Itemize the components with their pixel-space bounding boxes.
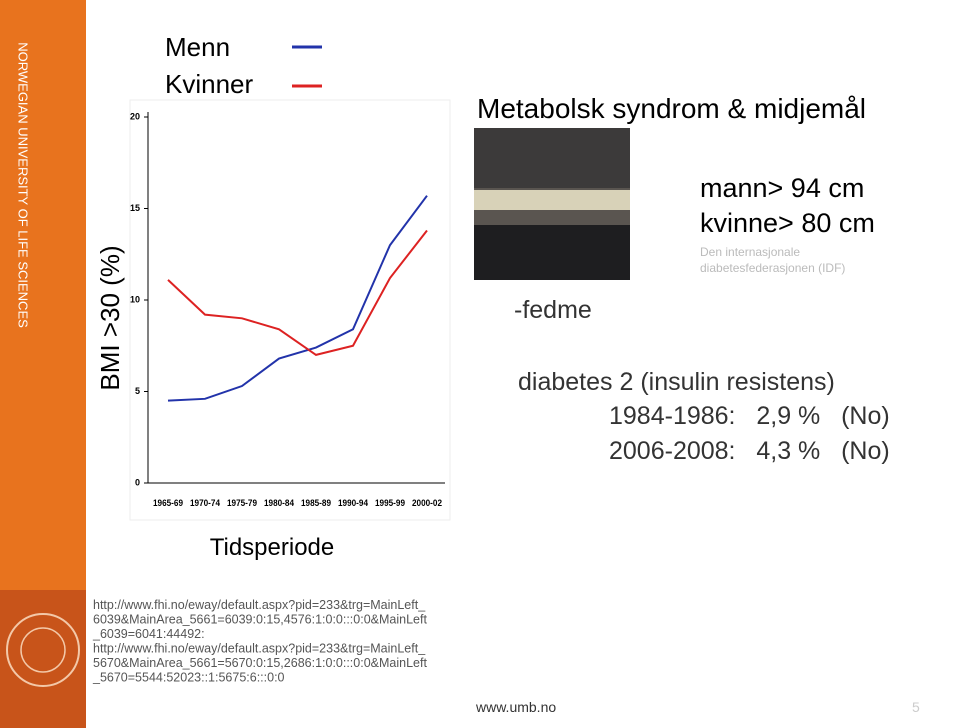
diabetes-row: 1984-1986: 2,9 % (No): [609, 402, 890, 430]
x-tick-label: 1965-69: [153, 498, 183, 508]
x-tick-label: 1975-79: [227, 498, 257, 508]
institution: NORWEGIAN UNIVERSITY OF LIFE SCIENCES: [16, 42, 31, 328]
waist-men: mann> 94 cm: [700, 173, 864, 203]
references: http://www.fhi.no/eway/default.aspx?pid=…: [92, 598, 427, 685]
x-tick-label: 2000-02: [412, 498, 442, 508]
y-tick-label: 15: [130, 203, 140, 213]
series-line: [167, 229, 428, 356]
reference-line: 6039&MainArea_5661=6039:0:15,4576:1:0:0:…: [93, 613, 427, 627]
x-tick-label: 1985-89: [301, 498, 331, 508]
chart-frame: [129, 99, 451, 521]
diabetes-row: 2006-2008: 4,3 % (No): [609, 437, 890, 465]
reference-line: http://www.fhi.no/eway/default.aspx?pid=…: [93, 598, 426, 612]
series-line: [167, 195, 428, 402]
waist-source: diabetesfederasjonen (IDF): [700, 261, 845, 275]
page-number: 5: [912, 699, 920, 715]
y-tick-label: 20: [130, 111, 140, 121]
photo-shirt: [474, 128, 630, 188]
y-tick-label: 10: [130, 294, 140, 304]
x-tick-label: 1970-74: [190, 498, 220, 508]
reference-line: http://www.fhi.no/eway/default.aspx?pid=…: [93, 642, 426, 656]
legend-label: Menn: [165, 32, 230, 62]
photo-tape: [474, 190, 630, 210]
x-tick-label: 1990-94: [338, 498, 368, 508]
reference-line: _6039=6041:44492:: [92, 627, 205, 641]
logo-inner: [20, 627, 66, 673]
obesity: -fedme: [514, 296, 592, 324]
logo-area: [0, 590, 86, 728]
logo: [6, 613, 80, 687]
waist-women: kvinne> 80 cm: [700, 208, 875, 238]
waist-source: Den internasjonale: [700, 245, 800, 259]
legend-label: Kvinner: [165, 69, 253, 99]
y-tick-label: 5: [135, 386, 140, 396]
footer-url: www.umb.no: [475, 699, 556, 715]
x-tick-label: 1995-99: [375, 498, 405, 508]
title: Metabolsk syndrom & midjemål: [477, 93, 866, 124]
sidebar: [0, 0, 86, 590]
photo-pants: [474, 225, 630, 280]
x-tick-label: 1980-84: [264, 498, 294, 508]
reference-line: _5670=5544:52023::1:5675:6:::0:0: [92, 671, 285, 685]
reference-line: 5670&MainArea_5661=5670:0:15,2686:1:0:0:…: [93, 656, 427, 670]
y-axis-label: BMI >30 (%): [95, 245, 125, 390]
y-tick-label: 0: [135, 477, 140, 487]
x-axis-label: Tidsperiode: [210, 534, 335, 561]
diabetes-heading: diabetes 2 (insulin resistens): [518, 368, 835, 396]
